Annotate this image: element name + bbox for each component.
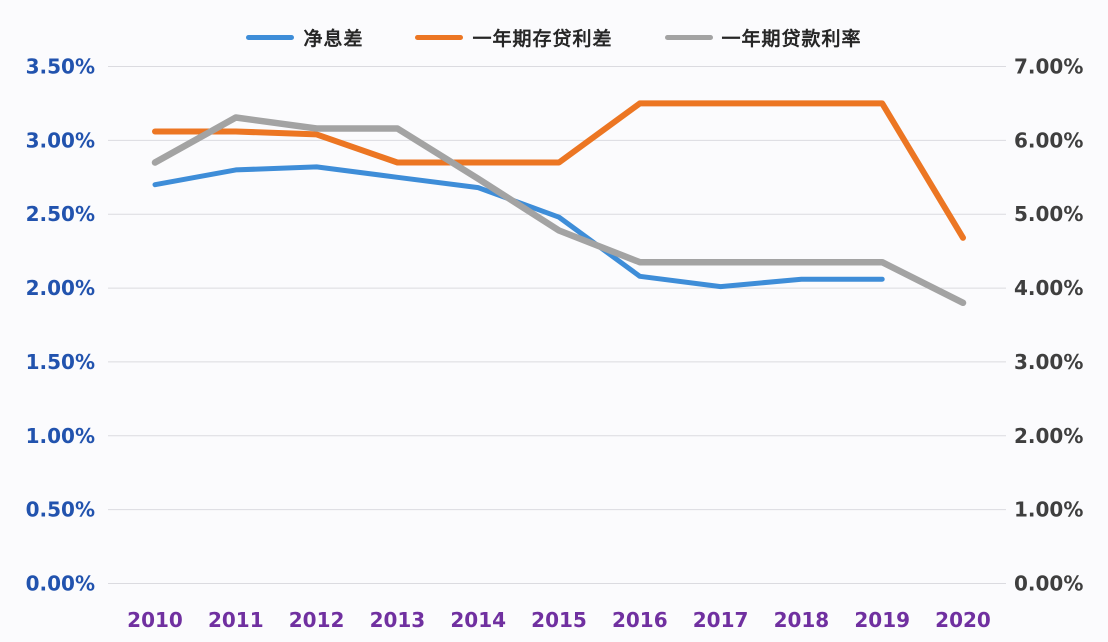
series-polyline: [152, 164, 885, 290]
series-polyline: [151, 114, 967, 307]
legend-label: 净息差: [303, 28, 364, 50]
x-axis-tick-label: 2012: [289, 608, 345, 632]
legend-item-net-interest-margin: 净息差: [246, 24, 363, 51]
left-axis-tick-label: 1.50%: [26, 350, 95, 374]
right-axis-tick-label: 6.00%: [1014, 128, 1083, 152]
right-axis-tick-label: 0.00%: [1014, 572, 1083, 596]
x-axis-tick-label: 2010: [127, 608, 183, 632]
left-axis-tick-label: 0.00%: [26, 572, 95, 596]
x-axis-tick-label: 2019: [854, 608, 910, 632]
left-axis-tick-label: 1.00%: [26, 424, 95, 448]
legend-item-deposit-loan-spread: 一年期存贷利差: [415, 24, 612, 51]
x-axis-tick-label: 2017: [693, 608, 749, 632]
x-axis-tick-label: 2020: [935, 608, 991, 632]
legend-line-swatch: [246, 35, 295, 40]
legend-label: 一年期存贷利差: [472, 28, 613, 50]
right-axis-tick-label: 3.00%: [1014, 350, 1083, 374]
right-axis-tick-label: 7.00%: [1014, 55, 1083, 79]
left-axis-tick-label: 2.00%: [26, 276, 95, 300]
left-axis-tick-label: 0.50%: [26, 498, 95, 522]
legend-line-swatch: [415, 35, 464, 40]
left-axis-tick-label: 2.50%: [26, 202, 95, 226]
x-axis-tick-label: 2016: [612, 608, 668, 632]
legend-item-one-year-lending-rate: 一年期贷款利率: [664, 24, 862, 51]
legend-label: 一年期贷款利率: [721, 28, 862, 50]
left-axis-tick-label: 3.00%: [26, 128, 95, 152]
x-axis-tick-label: 2015: [531, 608, 587, 632]
right-axis-tick-label: 5.00%: [1014, 202, 1083, 226]
x-axis-tick-label: 2014: [450, 608, 506, 632]
x-axis-tick-label: 2013: [370, 608, 426, 632]
left-axis-tick-label: 3.50%: [26, 55, 95, 79]
right-axis-tick-label: 4.00%: [1014, 276, 1083, 300]
legend: 净息差 一年期存贷利差 一年期贷款利率: [0, 24, 1108, 51]
series-polyline: [152, 100, 966, 241]
right-axis-tick-label: 1.00%: [1014, 498, 1083, 522]
legend-line-swatch: [664, 35, 713, 40]
right-axis-tick-label: 2.00%: [1014, 424, 1083, 448]
x-axis-tick-label: 2011: [208, 608, 264, 632]
x-axis-tick-label: 2018: [774, 608, 830, 632]
